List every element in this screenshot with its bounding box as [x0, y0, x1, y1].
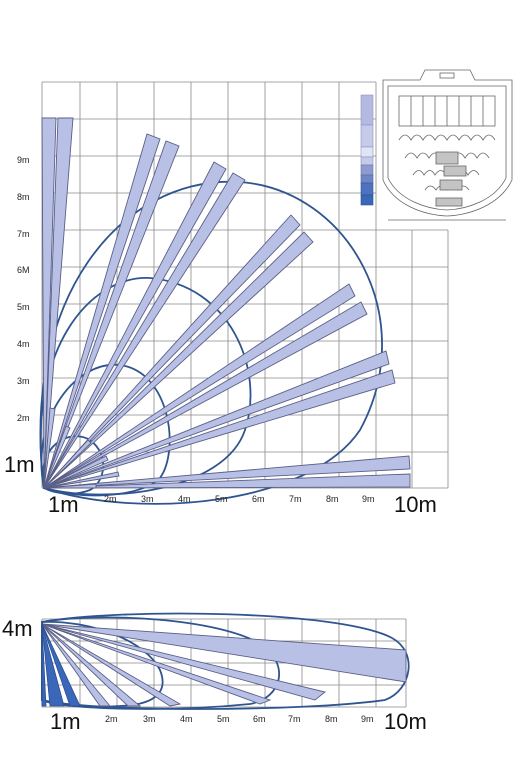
beam — [41, 623, 326, 701]
x-tick-label: 4m — [178, 494, 191, 504]
beam — [43, 117, 74, 489]
x-tick-label: 9m — [362, 494, 375, 504]
x-tick-label: 3m — [141, 494, 154, 504]
beam — [43, 140, 180, 489]
beam — [43, 283, 356, 489]
x-end-label: 10m — [384, 709, 427, 734]
top-view-diagram: 2m 3m 4m 5m 6M 7m 8m 9m 1m 1m 2m 3m 4m 5… — [4, 81, 449, 517]
side-view-diagram: 4m 1m 2m 3m 4m 5m 6m 7m 8m 9m 10m — [2, 612, 427, 734]
x-tick-label: 5m — [215, 494, 228, 504]
beam — [43, 473, 411, 489]
side-x-axis-labels: 1m 2m 3m 4m 5m 6m 7m 8m 9m 10m — [50, 709, 427, 734]
legend-swatch — [360, 174, 374, 184]
beam — [43, 455, 411, 489]
beam — [41, 623, 142, 707]
y-tick-label: 9m — [17, 155, 30, 165]
legend-swatch — [360, 124, 374, 148]
x-tick-label: 8m — [326, 494, 339, 504]
beam — [43, 369, 396, 489]
top-y-axis-labels: 2m 3m 4m 5m 6M 7m 8m 9m 1m — [4, 155, 35, 477]
x-tick-label: 3m — [143, 714, 156, 724]
lobe-mid-range — [41, 616, 280, 710]
side-detection-beams — [41, 623, 407, 707]
x-tick-label: 7m — [288, 714, 301, 724]
detector-lens-drawing — [382, 69, 513, 221]
beam — [43, 483, 97, 489]
x-tick-label: 4m — [180, 714, 193, 724]
beam — [43, 133, 161, 489]
x-tick-label: 8m — [325, 714, 338, 724]
beam — [41, 623, 47, 707]
beam — [43, 172, 246, 489]
x-tick-label: 2m — [105, 714, 118, 724]
beam — [41, 623, 407, 683]
beam — [43, 161, 227, 489]
y-tick-label: 8m — [17, 192, 30, 202]
height-label: 4m — [2, 616, 33, 641]
y-tick-label: 4m — [17, 339, 30, 349]
beam — [41, 623, 182, 707]
x-tick-label: 6m — [253, 714, 266, 724]
beam — [43, 350, 390, 489]
y-tick-label: 7m — [17, 229, 30, 239]
beam — [43, 214, 301, 489]
x-tick-label: 7m — [289, 494, 302, 504]
legend-swatch — [360, 156, 374, 166]
lobe-short-range — [40, 364, 171, 497]
legend-swatch — [360, 94, 374, 126]
beam — [41, 623, 111, 707]
beam — [43, 471, 120, 489]
lobe-long-range — [39, 180, 383, 505]
legend-color-bar — [360, 94, 374, 206]
legend-swatch — [360, 182, 374, 196]
legend-swatch — [360, 194, 374, 206]
beam — [41, 623, 272, 705]
legend-swatch — [360, 164, 374, 176]
beam — [43, 301, 368, 489]
top-detection-beams — [41, 117, 411, 489]
beam — [43, 439, 92, 489]
beam — [43, 231, 314, 489]
beam — [41, 117, 57, 489]
y-tick-label: 5m — [17, 302, 30, 312]
beam — [43, 425, 71, 489]
x-origin-label: 1m — [50, 709, 81, 734]
beam — [41, 623, 65, 707]
x-tick-label: 9m — [361, 714, 374, 724]
x-end-label: 10m — [394, 492, 437, 517]
legend-swatch — [360, 146, 374, 158]
x-tick-label: 6m — [252, 494, 265, 504]
y-tick-label: 6M — [17, 265, 30, 275]
beam — [43, 407, 56, 489]
top-x-axis-labels: 1m 2m 3m 4m 5m 6m 7m 8m 9m 10m — [48, 492, 437, 517]
x-tick-label: 5m — [217, 714, 230, 724]
x-origin-label: 1m — [48, 492, 79, 517]
y-origin-label: 1m — [4, 452, 35, 477]
y-tick-label: 2m — [17, 413, 30, 423]
y-tick-label: 3m — [17, 376, 30, 386]
x-tick-label: 2m — [104, 494, 117, 504]
beam — [41, 623, 81, 707]
beam — [43, 455, 109, 489]
